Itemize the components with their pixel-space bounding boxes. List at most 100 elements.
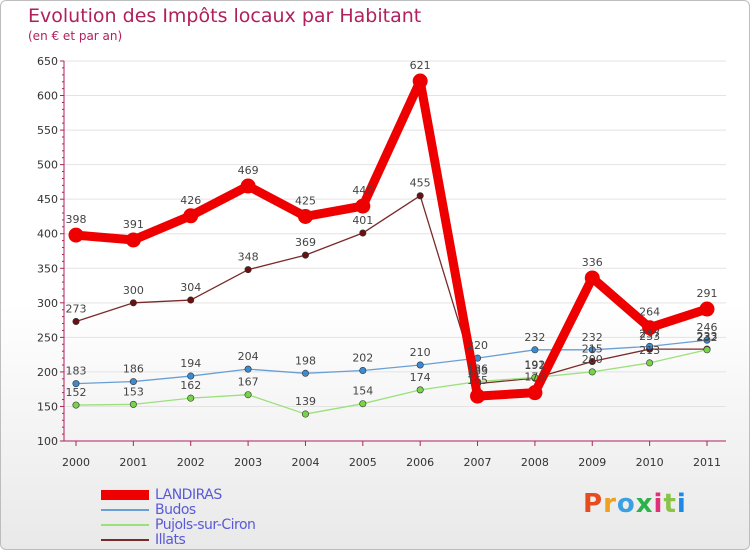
y-tick-label-150: 150: [37, 400, 58, 413]
data-label-budos: 194: [180, 357, 201, 370]
data-point-landiras: [584, 270, 600, 286]
logo-letter: i: [676, 489, 687, 519]
data-point-landiras: [125, 232, 141, 248]
data-point-pujols-sur-ciron: [646, 359, 654, 367]
data-label-budos: 232: [582, 331, 603, 344]
legend-label-landiras: LANDIRAS: [155, 486, 222, 503]
data-label-budos: 237: [639, 327, 660, 340]
data-point-illats: [244, 266, 252, 274]
logo-letter: P: [583, 489, 604, 519]
data-label-illats: 233: [697, 330, 718, 343]
legend-swatch-pujols: [101, 523, 149, 526]
data-label-illats: 233: [639, 330, 660, 343]
y-tick-label-450: 450: [37, 193, 58, 206]
data-label-pujols-sur-ciron: 154: [352, 385, 373, 398]
data-point-illats: [416, 192, 424, 200]
legend-item-pujols: Pujols-sur-Ciron: [101, 516, 256, 533]
data-point-landiras: [642, 320, 658, 336]
data-point-pujols-sur-ciron: [72, 401, 80, 409]
data-point-budos: [588, 346, 596, 354]
data-label-pujols-sur-ciron: 186: [467, 363, 488, 376]
y-tick-label-550: 550: [37, 124, 58, 137]
data-label-pujols-sur-ciron: 174: [410, 371, 431, 384]
data-point-budos: [416, 361, 424, 369]
logo-letter: o: [616, 489, 636, 519]
data-point-illats: [72, 317, 80, 325]
data-point-budos: [187, 372, 195, 380]
series-line-illats: [75, 195, 708, 385]
data-label-illats: 348: [238, 251, 259, 264]
series-line-pujols-sur-ciron: [75, 349, 708, 415]
x-tick-label-2008: 2008: [521, 456, 549, 469]
legend-swatch-illats: [101, 538, 149, 541]
data-label-budos: 246: [697, 321, 718, 334]
data-label-landiras: 336: [582, 256, 603, 269]
y-tick-label-500: 500: [37, 159, 58, 172]
data-point-landiras: [240, 178, 256, 194]
data-label-budos: 198: [295, 354, 316, 367]
data-label-budos: 202: [352, 352, 373, 365]
data-label-landiras: 440: [352, 184, 373, 197]
data-label-pujols-sur-ciron: 232: [697, 331, 718, 344]
data-label-budos: 210: [410, 346, 431, 359]
data-point-illats: [129, 299, 137, 307]
data-label-pujols-sur-ciron: 192: [524, 358, 545, 371]
data-point-landiras: [68, 227, 84, 243]
data-label-landiras: 621: [410, 59, 431, 72]
x-tick-label-2007: 2007: [464, 456, 492, 469]
data-point-budos: [646, 342, 654, 350]
data-point-pujols-sur-ciron: [359, 400, 367, 408]
data-label-illats: 401: [352, 214, 373, 227]
data-point-landiras: [183, 208, 199, 224]
chart-subtitle: (en € et par an): [28, 29, 123, 43]
data-label-illats: 183: [467, 365, 488, 378]
legend-label-illats: Illats: [155, 531, 186, 548]
legend-label-pujols: Pujols-sur-Ciron: [155, 516, 256, 533]
data-point-budos: [703, 336, 711, 344]
data-label-illats: 455: [410, 177, 431, 190]
data-point-illats: [359, 229, 367, 237]
legend-swatch-budos: [101, 508, 149, 511]
data-label-landiras: 426: [180, 194, 201, 207]
data-point-landiras: [527, 385, 543, 401]
data-label-landiras: 469: [238, 164, 259, 177]
y-tick-label-300: 300: [37, 297, 58, 310]
data-label-illats: 304: [180, 281, 201, 294]
data-label-budos: 204: [238, 350, 259, 363]
data-point-landiras: [297, 208, 313, 224]
legend-item-budos: Budos: [101, 502, 255, 518]
x-tick-label-2010: 2010: [636, 456, 664, 469]
data-point-pujols-sur-ciron: [129, 400, 137, 408]
data-point-landiras: [355, 198, 371, 214]
data-point-landiras: [470, 388, 486, 404]
legend-item-landiras: LANDIRAS: [101, 486, 255, 503]
x-tick-label-2005: 2005: [349, 456, 377, 469]
data-point-budos: [244, 365, 252, 373]
data-label-budos: 220: [467, 339, 488, 352]
legend-swatch-landiras: [101, 489, 149, 500]
data-point-budos: [359, 367, 367, 375]
data-label-landiras: 398: [66, 213, 87, 226]
y-tick-label-400: 400: [37, 228, 58, 241]
logo-letter: r: [603, 489, 617, 519]
data-label-illats: 300: [123, 284, 144, 297]
x-tick-label-2006: 2006: [406, 456, 434, 469]
data-point-pujols-sur-ciron: [588, 368, 596, 376]
data-label-landiras: 170: [524, 371, 545, 384]
data-point-pujols-sur-ciron: [187, 394, 195, 402]
data-label-landiras: 391: [123, 218, 144, 231]
x-tick-label-2009: 2009: [578, 456, 606, 469]
legend-item-illats: Illats: [101, 531, 255, 548]
data-point-pujols-sur-ciron: [703, 346, 711, 354]
data-point-budos: [301, 369, 309, 377]
data-label-budos: 183: [66, 365, 87, 378]
data-label-pujols-sur-ciron: 139: [295, 395, 316, 408]
y-tick-label-200: 200: [37, 366, 58, 379]
logo-letter: x: [635, 489, 654, 519]
data-point-landiras: [412, 73, 428, 89]
y-tick-label-250: 250: [37, 331, 58, 344]
data-label-pujols-sur-ciron: 162: [180, 379, 201, 392]
data-label-pujols-sur-ciron: 200: [582, 353, 603, 366]
data-label-landiras: 165: [467, 374, 488, 387]
